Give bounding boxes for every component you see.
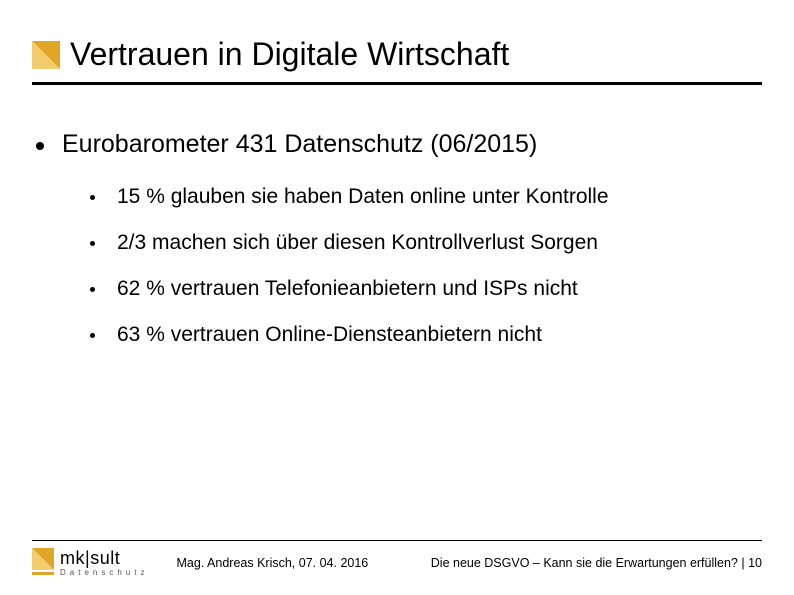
bullet-dot-icon: [90, 195, 95, 200]
logo-subline: Datenschutz: [60, 569, 148, 577]
logo-mark-icon: [32, 548, 54, 578]
main-bullet: Eurobarometer 431 Datenschutz (06/2015): [32, 130, 762, 159]
logo-mk: mk: [60, 548, 85, 568]
sub-bullet-text: 15 % glauben sie haben Daten online unte…: [117, 185, 609, 209]
title-row: Vertrauen in Digitale Wirtschaft: [32, 36, 762, 73]
footer: mk|sult Datenschutz Mag. Andreas Krisch,…: [32, 545, 762, 581]
bullet-dot-icon: [90, 333, 95, 338]
title-underline: [32, 82, 762, 85]
list-item: 62 % vertrauen Telefonieanbietern und IS…: [90, 277, 762, 301]
logo-main-line: mk|sult: [60, 549, 148, 567]
list-item: 2/3 machen sich über diesen Kontrollverl…: [90, 231, 762, 255]
sub-bullet-text: 2/3 machen sich über diesen Kontrollverl…: [117, 231, 598, 255]
bullet-dot-icon: [90, 241, 95, 246]
sub-bullet-text: 62 % vertrauen Telefonieanbietern und IS…: [117, 277, 578, 301]
content-area: Eurobarometer 431 Datenschutz (06/2015) …: [32, 130, 762, 369]
logo-sult: sult: [90, 548, 120, 568]
footer-rule: [32, 540, 762, 541]
footer-author: Mag. Andreas Krisch, 07. 04. 2016: [176, 556, 368, 570]
logo-text: mk|sult Datenschutz: [60, 549, 148, 577]
sub-bullet-text: 63 % vertrauen Online-Diensteanbietern n…: [117, 323, 542, 347]
slide-title: Vertrauen in Digitale Wirtschaft: [70, 36, 509, 73]
bullet-dot-icon: [90, 287, 95, 292]
sub-bullet-list: 15 % glauben sie haben Daten online unte…: [90, 185, 762, 347]
slide: Vertrauen in Digitale Wirtschaft Eurobar…: [0, 0, 794, 595]
logo: mk|sult Datenschutz: [32, 548, 148, 578]
bullet-dot-icon: [36, 142, 44, 150]
main-bullet-text: Eurobarometer 431 Datenschutz (06/2015): [62, 130, 537, 159]
footer-right: Die neue DSGVO – Kann sie die Erwartunge…: [431, 556, 762, 570]
list-item: 63 % vertrauen Online-Diensteanbietern n…: [90, 323, 762, 347]
title-bullet-icon: [32, 41, 60, 69]
list-item: 15 % glauben sie haben Daten online unte…: [90, 185, 762, 209]
